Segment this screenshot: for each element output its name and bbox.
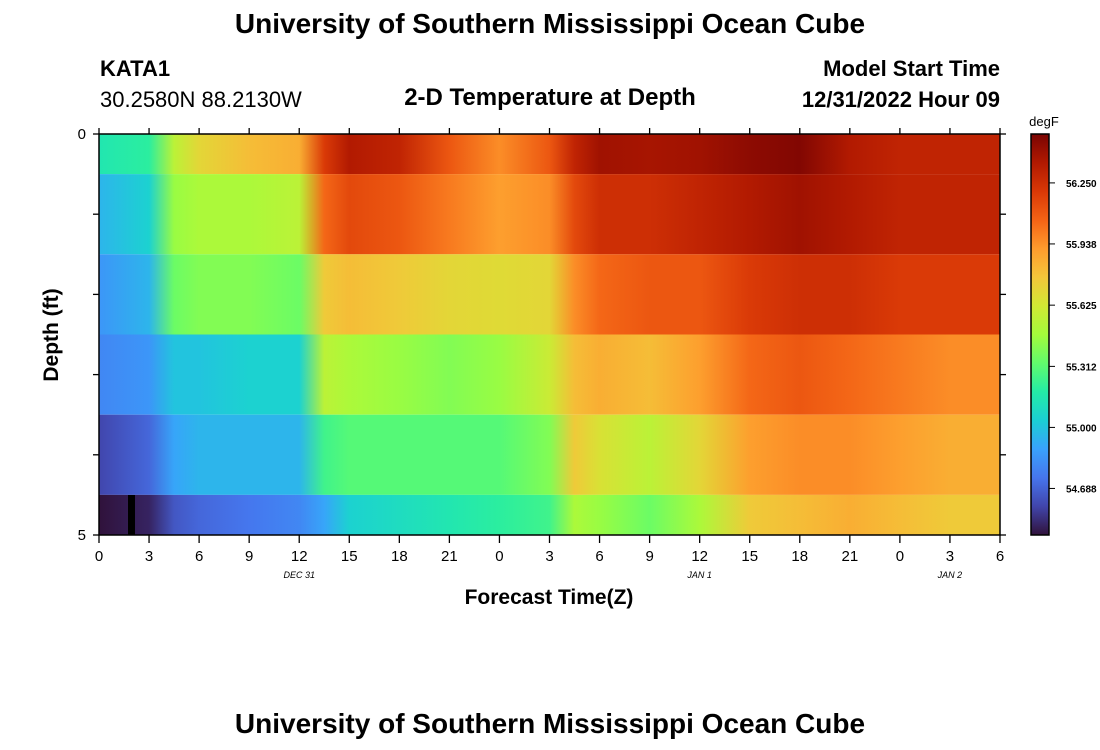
date-label: JAN 2 — [937, 570, 963, 580]
page-title: University of Southern Mississippi Ocean… — [234, 8, 866, 39]
x-tick-label: 6 — [195, 548, 203, 565]
date-labels: DEC 31 JAN 1 JAN 2 — [283, 570, 962, 580]
current-time-marker — [128, 495, 135, 535]
x-tick-label: 9 — [645, 548, 653, 565]
x-tick-label: 6 — [595, 548, 603, 565]
footer-title: University of Southern Mississippi Ocean… — [234, 708, 866, 739]
heatmap — [99, 134, 1000, 535]
x-tick-label: 18 — [791, 548, 808, 565]
x-tick-label: 21 — [841, 548, 858, 565]
x-tick-label: 3 — [545, 548, 553, 565]
station-coordinates: 30.2580N 88.2130W — [100, 87, 302, 112]
model-start-value: 12/31/2022 Hour 09 — [801, 87, 1000, 112]
x-tick-label: 6 — [996, 548, 1004, 565]
x-tick-label: 3 — [946, 548, 954, 565]
heatmap-band — [99, 174, 1000, 255]
x-tick-label: 0 — [896, 548, 904, 565]
station-id: KATA1 — [100, 56, 171, 81]
x-tick-label: 15 — [741, 548, 758, 565]
x-tick-label: 18 — [391, 548, 408, 565]
colorbar: 56.250 55.938 55.625 55.312 55.000 54.688 — [1030, 133, 1097, 536]
heatmap-band — [99, 134, 1000, 175]
heatmap-band — [99, 494, 1000, 535]
x-tick-label: 12 — [291, 548, 308, 565]
x-tick-label: 21 — [441, 548, 458, 565]
y-tick-label: 5 — [78, 527, 86, 544]
chart-title: 2-D Temperature at Depth — [404, 84, 696, 111]
temperature-depth-chart: 0 3 6 9 12 15 18 21 0 3 6 9 12 15 18 21 0 3 6 05 DEC 31 JAN… — [40, 114, 1097, 609]
colorbar-tick-label: 55.938 — [1066, 240, 1097, 251]
y-axis-ticks: 05 — [78, 126, 1006, 544]
x-tick-label: 9 — [245, 548, 253, 565]
heatmap-band — [99, 414, 1000, 495]
heatmap-band — [99, 254, 1000, 335]
colorbar-tick-label: 55.625 — [1066, 301, 1097, 312]
colorbar-tick-label: 55.312 — [1066, 362, 1097, 373]
colorbar-tick-label: 56.250 — [1066, 179, 1097, 190]
date-label: DEC 31 — [283, 570, 315, 580]
y-tick-label: 0 — [78, 126, 86, 143]
colorbar-tick-label: 54.688 — [1066, 484, 1097, 495]
colorbar-gradient — [1030, 133, 1050, 536]
colorbar-unit-label: degF — [1029, 114, 1059, 129]
x-tick-label: 12 — [691, 548, 708, 565]
heatmap-band — [99, 334, 1000, 415]
colorbar-tick-label: 55.000 — [1066, 423, 1097, 434]
y-axis-label: Depth (ft) — [40, 288, 63, 381]
model-start-label: Model Start Time — [823, 56, 1000, 81]
date-label: JAN 1 — [686, 570, 712, 580]
x-tick-label: 0 — [495, 548, 503, 565]
x-axis-label: Forecast Time(Z) — [465, 586, 634, 609]
x-tick-label: 3 — [145, 548, 153, 565]
x-axis-ticks: 0 3 6 9 12 15 18 21 0 3 6 9 12 15 18 21 0 3 6 — [95, 128, 1004, 565]
x-tick-label: 15 — [341, 548, 358, 565]
x-tick-label: 0 — [95, 548, 103, 565]
